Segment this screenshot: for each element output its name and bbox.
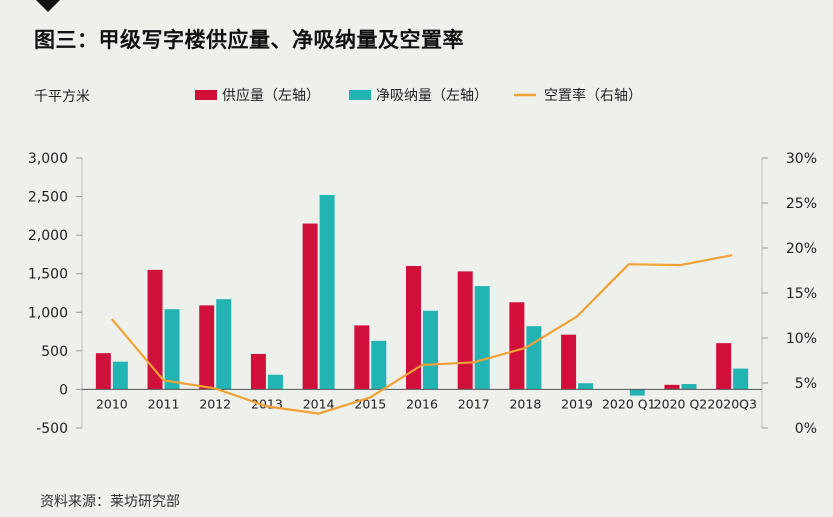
right-axis: 30% 25% 20% 15% 10% 5% 0% — [761, 151, 817, 437]
x-category-label: 2020Q3 — [707, 396, 757, 411]
legend-label-vacancy: 空置率（右轴） — [544, 87, 642, 104]
right-tick-label: 0% — [795, 421, 817, 437]
right-tick-label: 30% — [786, 151, 817, 167]
x-category-label: 2010 — [96, 396, 128, 411]
supply-bar — [509, 302, 525, 390]
absorption-bar — [526, 326, 542, 390]
absorption-bar — [733, 368, 749, 390]
absorption-bar — [629, 389, 645, 396]
left-tick-label: 0 — [59, 382, 68, 398]
legend-label-absorption: 净吸纳量（左轴） — [376, 88, 488, 104]
supply-bar — [664, 384, 680, 390]
x-category-label: 2011 — [148, 396, 180, 411]
left-tick-label: 2,000 — [28, 228, 68, 244]
legend-label-supply: 供应量（左轴） — [222, 87, 320, 104]
absorption-bar — [164, 309, 180, 390]
supply-bar — [716, 343, 732, 390]
x-category-label: 2017 — [458, 396, 490, 411]
right-tick-label: 15% — [786, 286, 817, 302]
right-tick-label: 10% — [786, 331, 817, 347]
source-note: 资料来源：莱坊研究部 — [40, 494, 180, 510]
absorption-bar — [267, 374, 283, 390]
absorption-bar — [681, 384, 697, 390]
left-tick-label: 2,500 — [28, 190, 68, 206]
x-category-label: 2020 Q1 — [602, 396, 656, 411]
absorption-bar — [319, 195, 335, 390]
x-category-label: 2020 Q2 — [654, 396, 708, 411]
supply-bar — [199, 305, 215, 390]
absorption-bar — [578, 383, 594, 390]
legend-swatch-supply — [195, 90, 217, 100]
right-tick-label: 20% — [786, 241, 817, 257]
x-category-label: 2013 — [251, 396, 283, 411]
x-category-label: 2014 — [303, 396, 335, 411]
x-category-label: 2016 — [406, 396, 438, 411]
left-tick-label: 500 — [41, 344, 68, 360]
absorption-bar — [371, 340, 387, 390]
chart-title: 图三：甲级写字楼供应量、净吸纳量及空置率 — [34, 28, 464, 52]
supply-bar — [147, 269, 163, 390]
supply-bar — [95, 353, 111, 390]
absorption-bar — [112, 361, 128, 390]
x-category-label: 2018 — [509, 396, 541, 411]
left-axis-unit-label: 千平方米 — [34, 89, 90, 105]
vacancy-line-group — [111, 254, 733, 415]
left-tick-label: 1,000 — [28, 305, 68, 321]
right-tick-label: 5% — [795, 376, 817, 392]
absorption-bar — [216, 299, 232, 390]
legend: 供应量（左轴） 净吸纳量（左轴） 空置率（右轴） — [195, 87, 642, 104]
corner-triangle-mark — [36, 0, 60, 12]
left-tick-label: 3,000 — [28, 151, 68, 167]
vacancy-rate-line — [111, 254, 733, 415]
absorption-bar — [474, 286, 490, 390]
supply-bar — [250, 353, 266, 390]
x-category-label: 2015 — [354, 396, 386, 411]
left-tick-label: 1,500 — [28, 267, 68, 283]
left-tick-label: -500 — [36, 421, 68, 437]
supply-bar — [457, 271, 473, 390]
left-axis: 3,000 2,500 2,000 1,500 1,000 500 0 -500 — [28, 151, 83, 437]
x-axis-labels: 2010 2011 2012 2013 2014 2015 2016 2017 2018 2019… — [96, 396, 757, 411]
supply-bar — [406, 266, 421, 390]
bars-group — [95, 195, 749, 396]
x-category-label: 2019 — [561, 396, 593, 411]
supply-bar — [354, 325, 370, 390]
x-category-label: 2012 — [199, 396, 231, 411]
supply-bar — [561, 334, 577, 390]
legend-swatch-absorption — [349, 90, 371, 100]
absorption-bar — [423, 310, 438, 390]
supply-bar — [302, 223, 318, 390]
right-tick-label: 25% — [786, 196, 817, 212]
